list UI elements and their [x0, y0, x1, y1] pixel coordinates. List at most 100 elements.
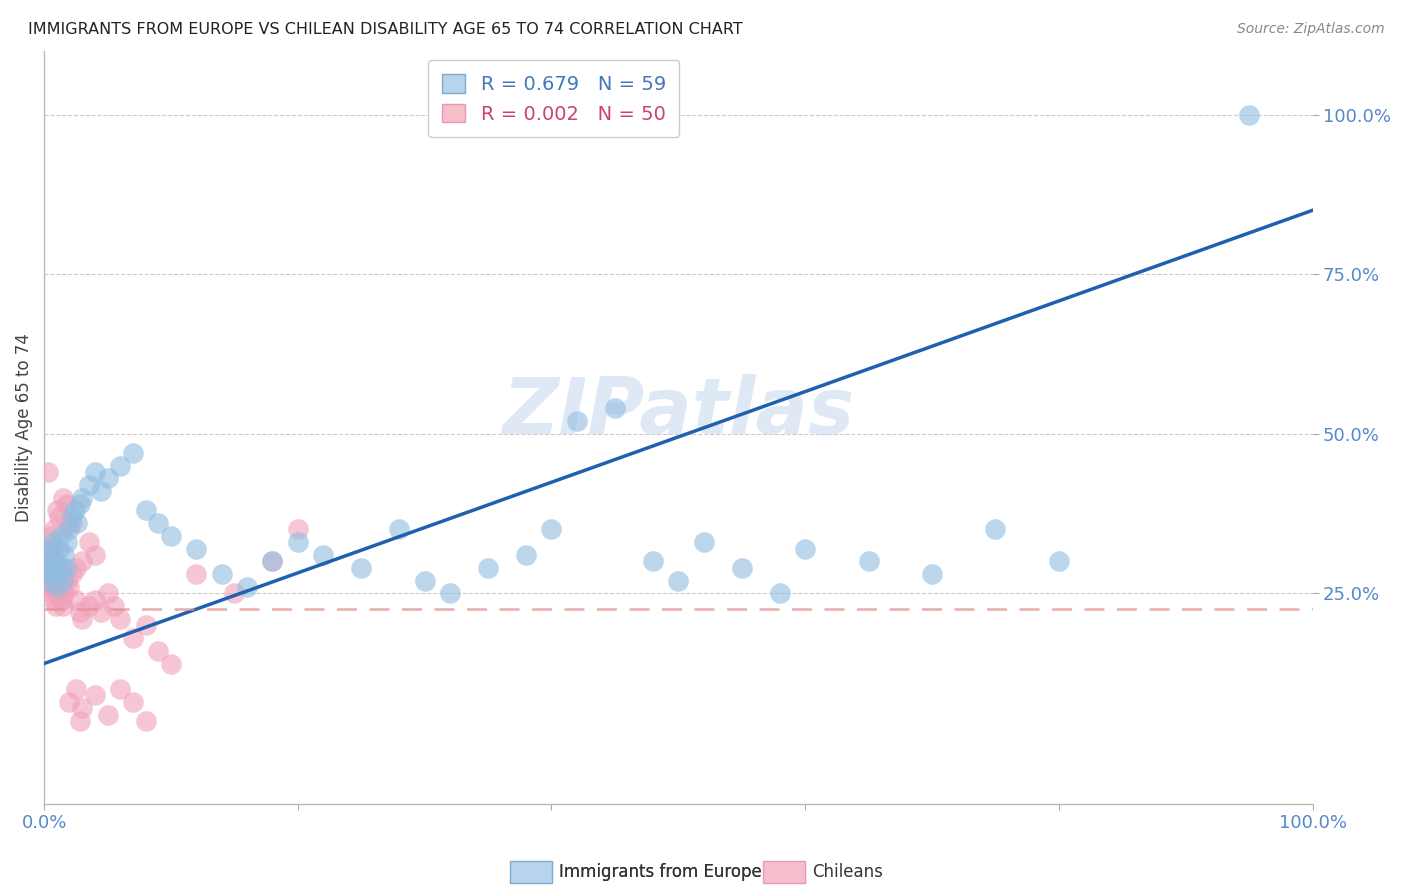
Point — [186, 567, 208, 582]
Point — [186, 541, 208, 556]
Point — [769, 586, 792, 600]
Point — [70, 491, 93, 505]
Point — [46, 567, 69, 582]
Point — [52, 599, 75, 613]
Point — [65, 592, 87, 607]
Point — [56, 497, 79, 511]
Point — [51, 561, 73, 575]
Point — [160, 529, 183, 543]
Point — [44, 567, 66, 582]
Point — [83, 689, 105, 703]
Point — [110, 458, 132, 473]
Point — [66, 516, 89, 530]
Point — [49, 529, 72, 543]
Point — [46, 574, 69, 588]
Point — [122, 695, 145, 709]
Point — [921, 567, 943, 582]
Point — [38, 541, 60, 556]
Point — [666, 574, 689, 588]
Point — [45, 580, 67, 594]
Point — [96, 471, 118, 485]
Point — [56, 574, 79, 588]
Legend: R = 0.679   N = 59, R = 0.002   N = 50: R = 0.679 N = 59, R = 0.002 N = 50 — [427, 61, 679, 137]
Point — [515, 548, 537, 562]
Point — [262, 554, 284, 568]
Point — [148, 516, 170, 530]
Point — [53, 548, 76, 562]
Point — [49, 580, 72, 594]
Point — [160, 657, 183, 671]
Text: Immigrants from Europe: Immigrants from Europe — [558, 863, 762, 881]
Point — [70, 554, 93, 568]
Text: Immigrants from Europe: Immigrants from Europe — [558, 863, 762, 881]
Point — [77, 599, 100, 613]
Point — [477, 561, 499, 575]
Point — [34, 567, 56, 582]
Text: IMMIGRANTS FROM EUROPE VS CHILEAN DISABILITY AGE 65 TO 74 CORRELATION CHART: IMMIGRANTS FROM EUROPE VS CHILEAN DISABI… — [28, 22, 742, 37]
Point — [65, 682, 87, 697]
Point — [110, 612, 132, 626]
Point — [39, 529, 62, 543]
Point — [56, 535, 79, 549]
Point — [96, 707, 118, 722]
Point — [38, 574, 60, 588]
Point — [731, 561, 754, 575]
Point — [51, 592, 73, 607]
Point — [70, 701, 93, 715]
Point — [48, 561, 70, 575]
Point — [34, 580, 56, 594]
Point — [439, 586, 461, 600]
Point — [540, 523, 562, 537]
Point — [60, 567, 83, 582]
Point — [39, 561, 62, 575]
Y-axis label: Disability Age 65 to 74: Disability Age 65 to 74 — [15, 333, 32, 522]
Point — [83, 592, 105, 607]
Point — [287, 523, 309, 537]
Text: Source: ZipAtlas.com: Source: ZipAtlas.com — [1237, 22, 1385, 37]
Point — [37, 465, 59, 479]
Point — [41, 548, 63, 562]
Point — [39, 574, 62, 588]
Point — [984, 523, 1007, 537]
Point — [565, 414, 588, 428]
Point — [858, 554, 880, 568]
Point — [69, 497, 91, 511]
Text: ZIPatlas: ZIPatlas — [502, 375, 855, 450]
Point — [262, 554, 284, 568]
Point — [148, 644, 170, 658]
Point — [48, 509, 70, 524]
Point — [42, 535, 65, 549]
Point — [60, 509, 83, 524]
Point — [37, 554, 59, 568]
Point — [77, 535, 100, 549]
Point — [70, 612, 93, 626]
Point — [122, 631, 145, 645]
Point — [44, 580, 66, 594]
Point — [58, 516, 80, 530]
Point — [90, 484, 112, 499]
Point — [44, 554, 66, 568]
Text: Chileans: Chileans — [811, 863, 883, 881]
Point — [96, 586, 118, 600]
Point — [90, 606, 112, 620]
Point — [122, 446, 145, 460]
Point — [42, 592, 65, 607]
Point — [58, 523, 80, 537]
Point — [135, 618, 157, 632]
Point — [44, 599, 66, 613]
Point — [63, 503, 86, 517]
Point — [135, 714, 157, 728]
Point — [287, 535, 309, 549]
Point — [413, 574, 436, 588]
Point — [110, 682, 132, 697]
Point — [69, 606, 91, 620]
Point — [55, 561, 77, 575]
Point — [350, 561, 373, 575]
Point — [52, 574, 75, 588]
Point — [35, 567, 58, 582]
Point — [135, 503, 157, 517]
Point — [41, 541, 63, 556]
Point — [1237, 107, 1260, 121]
Point — [794, 541, 817, 556]
Point — [83, 465, 105, 479]
